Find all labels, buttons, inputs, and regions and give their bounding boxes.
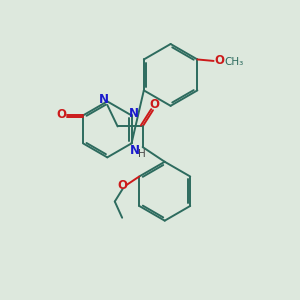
Text: N: N bbox=[99, 93, 110, 106]
Text: H: H bbox=[138, 148, 146, 158]
Text: O: O bbox=[149, 98, 159, 111]
Text: O: O bbox=[117, 179, 128, 192]
Text: N: N bbox=[129, 107, 139, 120]
Text: CH₃: CH₃ bbox=[224, 57, 243, 67]
Text: O: O bbox=[57, 108, 67, 121]
Text: O: O bbox=[214, 54, 224, 68]
Text: N: N bbox=[129, 144, 140, 157]
